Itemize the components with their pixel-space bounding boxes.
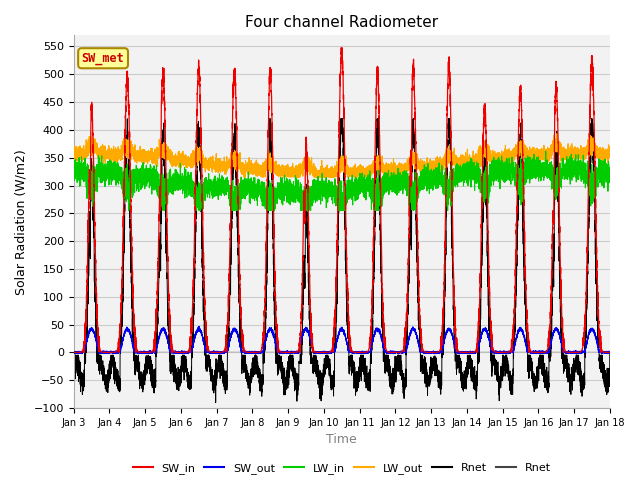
- Title: Four channel Radiometer: Four channel Radiometer: [245, 15, 438, 30]
- Legend: SW_in, SW_out, LW_in, LW_out, Rnet, Rnet: SW_in, SW_out, LW_in, LW_out, Rnet, Rnet: [128, 458, 556, 478]
- X-axis label: Time: Time: [326, 433, 357, 446]
- Text: SW_met: SW_met: [82, 52, 124, 65]
- Y-axis label: Solar Radiation (W/m2): Solar Radiation (W/m2): [15, 149, 28, 295]
